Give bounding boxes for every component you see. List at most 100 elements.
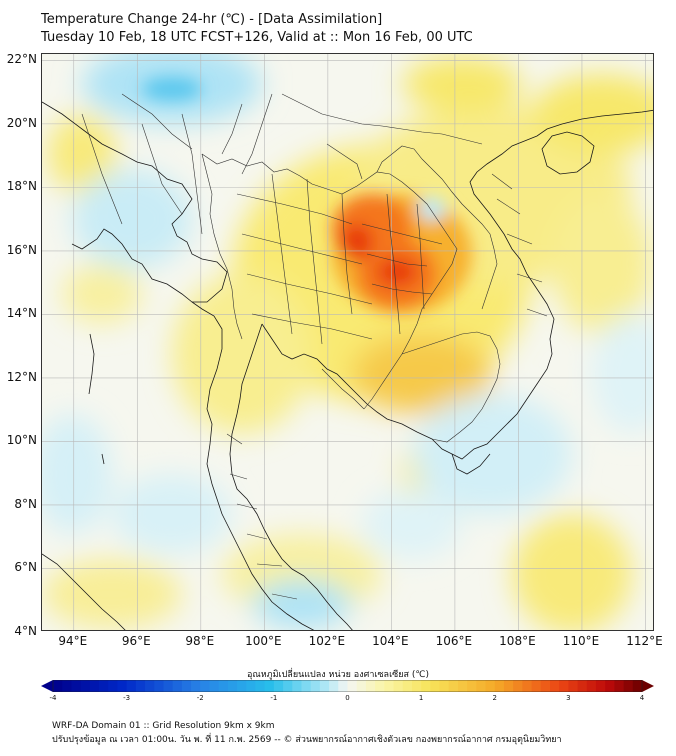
colorbar-segment: [218, 680, 229, 692]
latitude-label: 14°N: [6, 306, 37, 321]
colorbar-segment: [191, 680, 201, 692]
temperature-field: [42, 54, 653, 630]
latitude-label: 16°N: [6, 242, 37, 257]
colorbar-segment: [605, 680, 615, 692]
colorbar-tick-label: -1: [270, 694, 278, 702]
colorbar-title: อุณหภูมิเปลี่ยนแปลง หน่วย องศาเซลเซียส (…: [246, 670, 430, 680]
colorbar-tick-label: -4: [49, 694, 57, 702]
colorbar-tick-label: -2: [196, 694, 204, 702]
colorbar-segment: [494, 680, 505, 692]
colorbar-segment: [53, 680, 63, 692]
colorbar-segment: [292, 680, 302, 692]
colorbar-segment: [246, 680, 256, 692]
latitude-label: 12°N: [6, 369, 37, 384]
colorbar-segment: [513, 680, 523, 692]
colorbar-segment: [632, 680, 643, 692]
colorbar-segment: [80, 680, 91, 692]
colorbar-segment: [485, 680, 496, 692]
longitude-label: 110°E: [562, 634, 600, 648]
colorbar-segment: [283, 680, 293, 692]
map-subtitle: Tuesday 10 Feb, 18 UTC FCST+126, Valid a…: [41, 30, 473, 45]
colorbar-segment: [264, 680, 275, 692]
latitude-label: 18°N: [6, 179, 37, 194]
map-panel: [41, 53, 654, 631]
latitude-label: 22°N: [6, 52, 37, 67]
colorbar-segment: [559, 680, 569, 692]
colorbar-segment: [430, 680, 441, 692]
graticule: [42, 54, 653, 630]
colorbar-segment: [145, 680, 155, 692]
colorbar-segment: [457, 680, 468, 692]
colorbar-tick-label: -3: [123, 694, 131, 702]
longitude-label: 108°E: [499, 634, 536, 648]
colorbar-segment: [154, 680, 164, 692]
colorbar-segment: [623, 680, 634, 692]
colorbar-tick-label: 1: [418, 694, 424, 702]
colorbar-segment: [393, 680, 404, 692]
colorbar-segment: [531, 680, 542, 692]
colorbar-segment: [448, 680, 459, 692]
longitude-label: 104°E: [372, 634, 409, 648]
colorbar-segment: [181, 680, 192, 692]
colorbar-segment: [89, 680, 100, 692]
colorbar-segment: [126, 680, 137, 692]
footer-credit: ปรับปรุงข้อมูล ณ เวลา 01:00น. วัน พ. ที่…: [52, 735, 562, 745]
colorbar-tick-label: 4: [639, 694, 645, 702]
colorbar-segment: [522, 680, 533, 692]
colorbar-segment: [62, 680, 72, 692]
latitude-label: 4°N: [14, 624, 37, 638]
map-title: Temperature Change 24-hr (℃) - [Data Ass…: [41, 12, 383, 27]
colorbar-segment: [375, 680, 385, 692]
latitude-label: 10°N: [6, 433, 37, 448]
longitude-label: 94°E: [58, 634, 88, 648]
colorbar-segment: [356, 680, 367, 692]
colorbar-segment: [71, 680, 82, 692]
colorbar-segment: [209, 680, 220, 692]
longitude-label: 98°E: [185, 634, 215, 648]
footer-domain-info: WRF-DA Domain 01 :: Grid Resolution 9km …: [52, 721, 275, 731]
colorbar-tick-label: 2: [492, 694, 497, 702]
colorbar-segment: [549, 680, 560, 692]
colorbar-segment: [135, 680, 146, 692]
colorbar-segment: [476, 680, 487, 692]
colorbar-segment: [347, 680, 358, 692]
colorbar-segment: [163, 680, 174, 692]
latitude-label: 6°N: [14, 560, 37, 575]
colorbar: [41, 680, 654, 692]
longitude-label: 102°E: [308, 634, 346, 648]
colorbar-segment: [614, 680, 625, 692]
colorbar-segment: [503, 680, 514, 692]
colorbar-segment: [200, 680, 210, 692]
colorbar-segment: [99, 680, 109, 692]
colorbar-min-arrow: [41, 680, 53, 692]
longitude-label: 112°E: [626, 634, 663, 648]
colorbar-segment: [329, 680, 339, 692]
colorbar-segment: [421, 680, 431, 692]
longitude-label: 96°E: [121, 634, 151, 648]
longitude-label: 106°E: [435, 634, 473, 648]
colorbar-segment: [172, 680, 183, 692]
colorbar-segment: [319, 680, 330, 692]
colorbar-outline: [52, 680, 643, 692]
colorbar-segment: [108, 680, 118, 692]
admin-borders: [81, 93, 548, 600]
colorbar-segment: [540, 680, 551, 692]
colorbar-tick-label: 3: [566, 694, 571, 702]
longitude-label: 100°E: [245, 634, 282, 648]
colorbar-segment: [237, 680, 247, 692]
colorbar-segment: [411, 680, 422, 692]
latitude-label: 8°N: [14, 496, 37, 511]
colorbar-segment: [439, 680, 450, 692]
colorbar-tick-label: 0: [345, 694, 350, 702]
colorbar-segment: [301, 680, 312, 692]
colorbar-segment: [595, 680, 606, 692]
colorbar-segment: [310, 680, 321, 692]
coastlines: [42, 101, 653, 630]
latitude-label: 20°N: [6, 115, 37, 130]
colorbar-segment: [586, 680, 597, 692]
colorbar-segment: [577, 680, 588, 692]
colorbar-max-arrow: [642, 680, 654, 692]
colorbar-segment: [467, 680, 477, 692]
colorbar-segment: [255, 680, 266, 692]
colorbar-segment: [117, 680, 128, 692]
